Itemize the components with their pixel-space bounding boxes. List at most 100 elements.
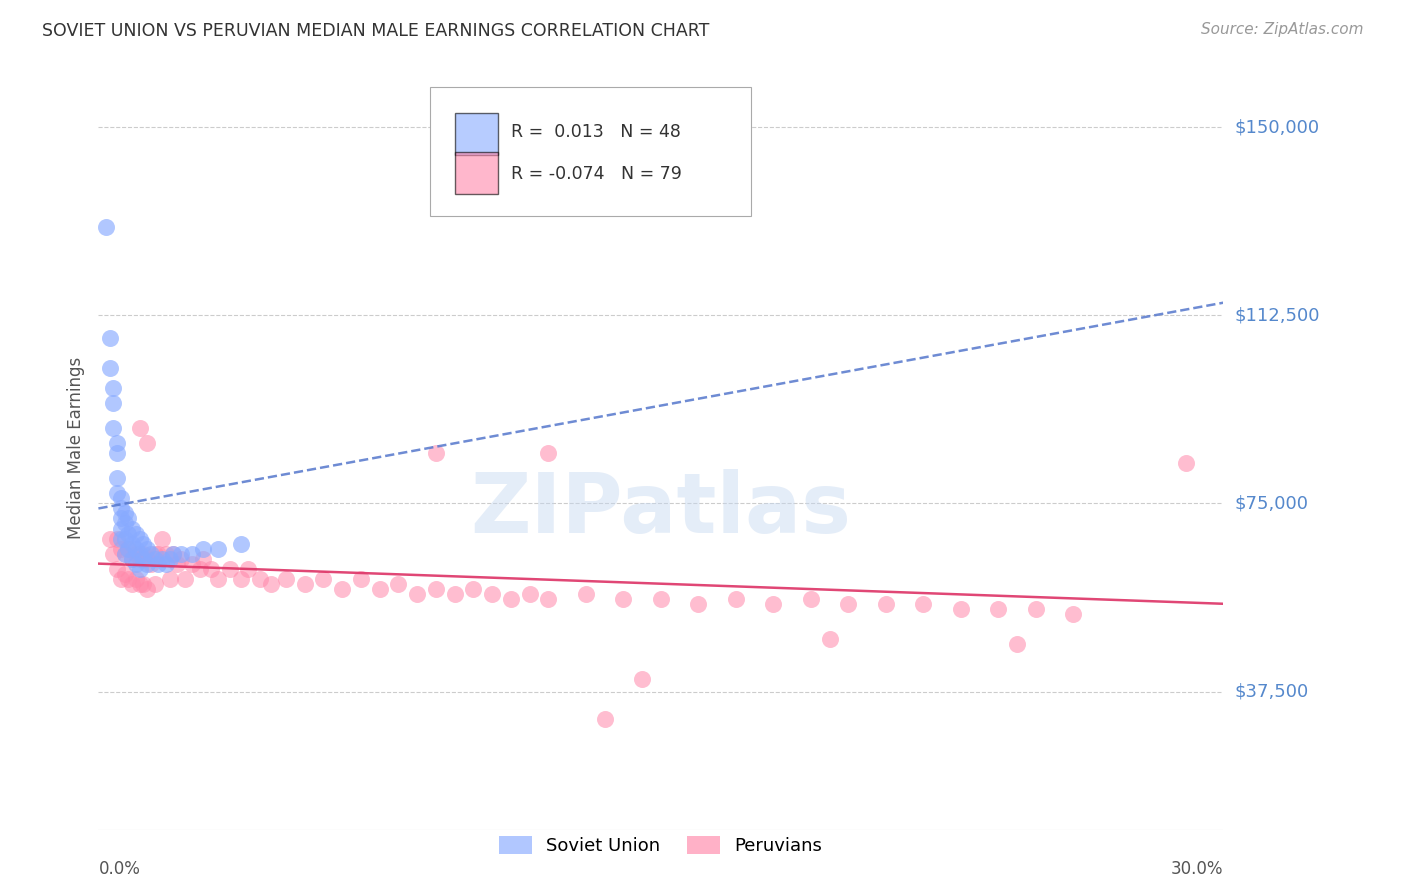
Text: 30.0%: 30.0% (1171, 860, 1223, 878)
Point (173, 572, 195, 586)
Point (612, 591, 634, 606)
Point (193, 551, 215, 566)
Point (98, 360, 121, 375)
Point (193, 541, 215, 556)
Point (136, 541, 159, 556)
Point (105, 471, 128, 485)
Point (762, 597, 785, 611)
Point (139, 547, 162, 561)
Point (128, 421, 150, 435)
Point (105, 532, 128, 546)
Point (128, 551, 150, 566)
Point (519, 587, 541, 601)
Point (114, 547, 136, 561)
Point (136, 436, 159, 450)
Point (121, 576, 143, 591)
Point (330, 582, 353, 596)
Point (105, 446, 128, 460)
Point (249, 572, 271, 586)
Point (537, 446, 560, 460)
Point (121, 536, 143, 550)
Point (463, 582, 485, 596)
Point (155, 547, 177, 561)
Point (688, 597, 710, 611)
Point (631, 672, 654, 686)
Point (818, 632, 841, 646)
Point (128, 547, 150, 561)
Point (121, 551, 143, 566)
Point (128, 576, 150, 591)
Point (162, 547, 184, 561)
Point (260, 576, 283, 591)
Point (117, 511, 139, 525)
Point (132, 547, 155, 561)
Point (132, 551, 155, 566)
Point (98, 532, 121, 546)
Point (128, 532, 150, 546)
Point (406, 587, 429, 601)
Point (105, 562, 128, 576)
Text: ZIPatlas: ZIPatlas (471, 468, 851, 549)
Point (181, 547, 204, 561)
Point (143, 551, 166, 566)
Point (114, 532, 136, 546)
Point (875, 597, 897, 611)
Point (103, 421, 125, 435)
Point (110, 521, 132, 535)
Point (481, 587, 503, 601)
Point (1062, 607, 1084, 621)
Point (110, 491, 132, 506)
Point (121, 521, 143, 535)
Point (150, 532, 173, 546)
Point (159, 572, 181, 586)
Point (136, 557, 159, 571)
Point (350, 572, 373, 586)
Point (143, 547, 166, 561)
Text: $75,000: $75,000 (1234, 494, 1309, 512)
Point (238, 562, 260, 576)
Point (443, 587, 465, 601)
Point (110, 511, 132, 525)
Point (575, 587, 598, 601)
Point (103, 396, 125, 410)
Point (150, 551, 173, 566)
Point (368, 582, 391, 596)
Point (1025, 601, 1047, 615)
Point (117, 541, 139, 556)
Point (136, 582, 159, 596)
Point (125, 547, 148, 561)
Point (162, 547, 184, 561)
Point (181, 557, 204, 571)
Point (148, 557, 170, 571)
Point (117, 572, 139, 586)
Text: SOVIET UNION VS PERUVIAN MEDIAN MALE EARNINGS CORRELATION CHART: SOVIET UNION VS PERUVIAN MEDIAN MALE EAR… (42, 22, 710, 40)
Point (188, 562, 211, 576)
Point (425, 446, 447, 460)
Text: $112,500: $112,500 (1234, 306, 1320, 325)
Point (837, 597, 859, 611)
Point (98, 331, 121, 345)
Point (148, 547, 170, 561)
Point (1174, 456, 1197, 470)
Point (207, 541, 229, 556)
Point (114, 507, 136, 521)
Point (139, 557, 162, 571)
Point (170, 547, 193, 561)
Point (912, 597, 935, 611)
Point (110, 501, 132, 516)
Point (800, 591, 823, 606)
Point (125, 526, 148, 541)
Text: Source: ZipAtlas.com: Source: ZipAtlas.com (1201, 22, 1364, 37)
Point (207, 572, 229, 586)
FancyBboxPatch shape (430, 87, 751, 216)
Point (94, 220, 117, 235)
Point (159, 551, 181, 566)
Point (103, 381, 125, 395)
Point (117, 541, 139, 556)
Point (125, 572, 148, 586)
Point (166, 557, 188, 571)
Text: R =  0.013   N = 48: R = 0.013 N = 48 (512, 123, 681, 141)
FancyBboxPatch shape (456, 112, 498, 154)
Point (650, 591, 672, 606)
Point (105, 486, 128, 500)
